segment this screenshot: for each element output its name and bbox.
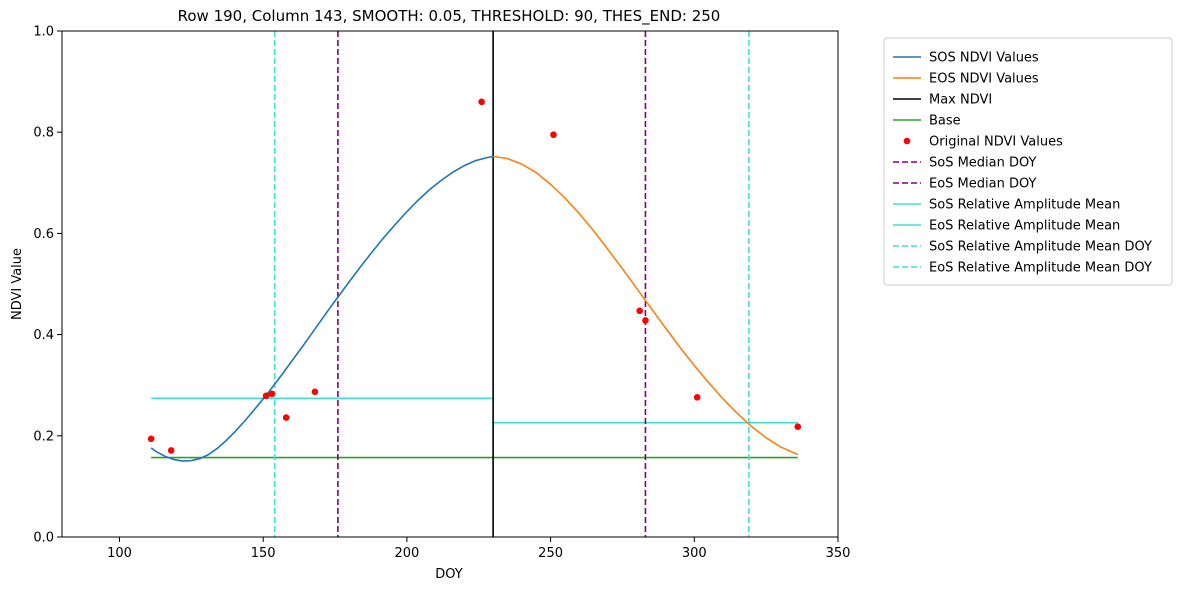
ndvi-point	[693, 394, 701, 401]
ndvi-point	[636, 307, 643, 315]
x-tick-label: 150	[251, 546, 276, 561]
legend-label-sos-ndvi-values: SOS NDVI Values	[929, 51, 1039, 66]
legend: SOS NDVI Values EOS NDVI Values Max NDVI Ba…	[883, 37, 1173, 286]
x-axis-label: DOY	[435, 567, 463, 582]
ndvi-point	[167, 447, 175, 454]
y-tick-label: 1.0	[33, 25, 54, 40]
x-tick-label: 300	[682, 546, 707, 561]
ndvi-point	[311, 388, 319, 396]
legend-marker-original-ndvi-values	[903, 137, 911, 145]
y-tick-label: 0.2	[33, 429, 54, 444]
legend-label-eos-relative-amplitude-mean-doy: EoS Relative Amplitude Mean DOY	[929, 261, 1152, 276]
y-tick-label: 0.0	[33, 531, 54, 546]
ndvi-point	[478, 98, 485, 106]
legend-label-eos-median-doy: EoS Median DOY	[929, 177, 1036, 192]
y-tick-label: 0.4	[33, 328, 54, 343]
ndvi-point	[147, 435, 155, 443]
legend-label-sos-median-doy: SoS Median DOY	[929, 156, 1037, 171]
y-axis-label: NDVI Value	[10, 248, 25, 320]
sos-ndvi-values-line	[150, 155, 494, 462]
legend-label-sos-relative-amplitude-mean-doy: SoS Relative Amplitude Mean DOY	[929, 240, 1152, 255]
y-tick-label: 0.6	[33, 227, 54, 242]
ndvi-point	[268, 390, 276, 398]
ndvi-point	[262, 392, 270, 400]
plot-area: 100 150 200 250 300 350 0.0 0.2 0.4 0.6 0.8 1.0	[33, 25, 850, 562]
ndvi-point	[794, 423, 802, 430]
y-tick-label: 0.8	[33, 126, 54, 141]
data-layer	[147, 31, 802, 537]
ndvi-point	[282, 414, 290, 421]
legend-box	[883, 37, 1173, 286]
legend-label-max-ndvi: Max NDVI	[929, 93, 992, 108]
legend-label-sos-relative-amplitude-mean: SoS Relative Amplitude Mean	[929, 198, 1120, 213]
x-tick-label: 250	[538, 546, 563, 561]
ndvi-point	[550, 131, 557, 139]
x-tick-label: 200	[394, 546, 419, 561]
legend-label-original-ndvi-values: Original NDVI Values	[929, 135, 1063, 150]
chart-title: Row 190, Column 143, SMOOTH: 0.05, THRES…	[178, 7, 721, 26]
legend-label-base: Base	[929, 114, 961, 129]
legend-label-eos-ndvi-values: EOS NDVI Values	[929, 72, 1039, 87]
eos-ndvi-values-line	[492, 155, 799, 456]
x-tick-label: 350	[826, 546, 851, 561]
legend-label-eos-relative-amplitude-mean: EoS Relative Amplitude Mean	[929, 219, 1120, 234]
plot-frame	[61, 30, 839, 538]
ndvi-point	[642, 317, 649, 324]
x-tick-label: 100	[107, 546, 132, 561]
